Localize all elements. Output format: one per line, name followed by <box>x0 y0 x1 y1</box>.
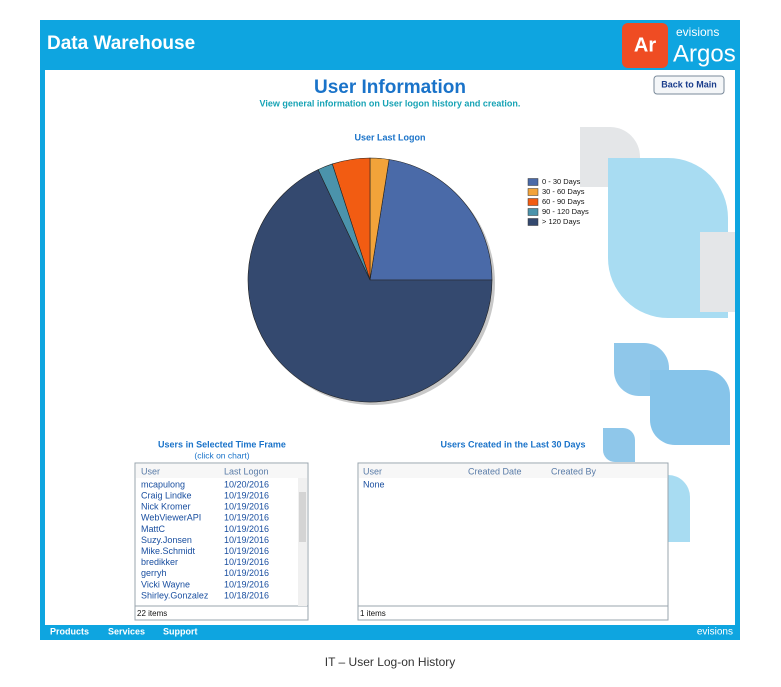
panel-title: Users Created in the Last 30 Days <box>440 439 585 449</box>
pie-chart <box>247 157 495 405</box>
logo-product: Argos <box>673 40 736 67</box>
legend-swatch <box>527 198 539 206</box>
caption: IT – User Log-on History <box>325 655 456 669</box>
table-cell[interactable]: Nick Kromer <box>141 502 191 512</box>
pie-slice[interactable] <box>369 159 493 281</box>
footer-bar <box>40 625 740 640</box>
table-cell[interactable]: None <box>363 479 385 489</box>
app-title: Data Warehouse <box>47 33 195 54</box>
created-table <box>357 462 669 621</box>
column-header: Last Logon <box>224 466 269 476</box>
table-cell[interactable]: 10/19/2016 <box>224 557 269 567</box>
table-cell[interactable]: 10/19/2016 <box>224 513 269 523</box>
legend-swatch <box>527 178 539 186</box>
table-cell[interactable]: MattC <box>141 524 166 534</box>
table-header <box>359 464 667 478</box>
table-cell[interactable]: 10/20/2016 <box>224 479 269 489</box>
back-button[interactable] <box>653 75 725 95</box>
table-cell[interactable]: 10/19/2016 <box>224 546 269 556</box>
users-table <box>134 462 309 621</box>
table-cell[interactable]: 10/19/2016 <box>224 490 269 500</box>
table-cell[interactable]: 10/18/2016 <box>224 590 269 600</box>
legend-swatch <box>527 208 539 216</box>
scroll-thumb[interactable] <box>299 492 306 542</box>
panel-title: Users in Selected Time Frame <box>158 439 286 449</box>
column-header: Created By <box>551 466 597 476</box>
column-header: Created Date <box>468 466 522 476</box>
table-cell[interactable]: Shirley.Gonzalez <box>141 590 209 600</box>
table-cell[interactable]: Suzy.Jonsen <box>141 535 192 545</box>
footer-brand: evisions <box>697 627 733 638</box>
legend-label: 30 - 60 Days <box>542 187 585 196</box>
decoration <box>580 127 735 542</box>
table-header <box>136 464 307 478</box>
page-title: User Information <box>314 77 466 98</box>
table-cell[interactable]: 10/19/2016 <box>224 568 269 578</box>
table-cell[interactable]: bredikker <box>141 557 178 567</box>
table-cell[interactable]: mcapulong <box>141 479 185 489</box>
logo-brand: evisions <box>676 25 719 39</box>
item-count: 22 items <box>137 609 167 618</box>
legend-swatch <box>527 188 539 196</box>
pie-slice[interactable] <box>247 169 493 403</box>
table-cell[interactable]: 10/19/2016 <box>224 524 269 534</box>
logo-mark: Ar <box>634 34 656 56</box>
page-subtitle: View general information on User logon h… <box>260 98 521 108</box>
logo-mark-bg <box>622 23 668 68</box>
table-cell[interactable]: Vicki Wayne <box>141 579 190 589</box>
legend-label: 90 - 120 Days <box>542 207 589 216</box>
table-cell[interactable]: Craig Lindke <box>141 490 192 500</box>
panel-hint: (click on chart) <box>194 450 249 460</box>
chart-title: User Last Logon <box>354 132 425 142</box>
legend-label: 60 - 90 Days <box>542 197 585 206</box>
table-cell[interactable]: gerryh <box>141 568 167 578</box>
table-cell[interactable]: 10/19/2016 <box>224 535 269 545</box>
footer-link[interactable]: Support <box>163 626 198 636</box>
legend-swatch <box>527 218 539 226</box>
column-header: User <box>363 466 382 476</box>
table-cell[interactable]: 10/19/2016 <box>224 502 269 512</box>
legend-label: 0 - 30 Days <box>542 177 581 186</box>
item-count: 1 items <box>360 609 386 618</box>
table-cell[interactable]: 10/19/2016 <box>224 579 269 589</box>
column-header: User <box>141 466 160 476</box>
footer-link[interactable]: Products <box>50 626 89 636</box>
table-cell[interactable]: WebViewerAPI <box>141 513 201 523</box>
back-button-label[interactable]: Back to Main <box>661 79 717 89</box>
legend-label: > 120 Days <box>542 217 580 226</box>
footer-link[interactable]: Services <box>108 626 145 636</box>
table-cell[interactable]: Mike.Schmidt <box>141 546 196 556</box>
